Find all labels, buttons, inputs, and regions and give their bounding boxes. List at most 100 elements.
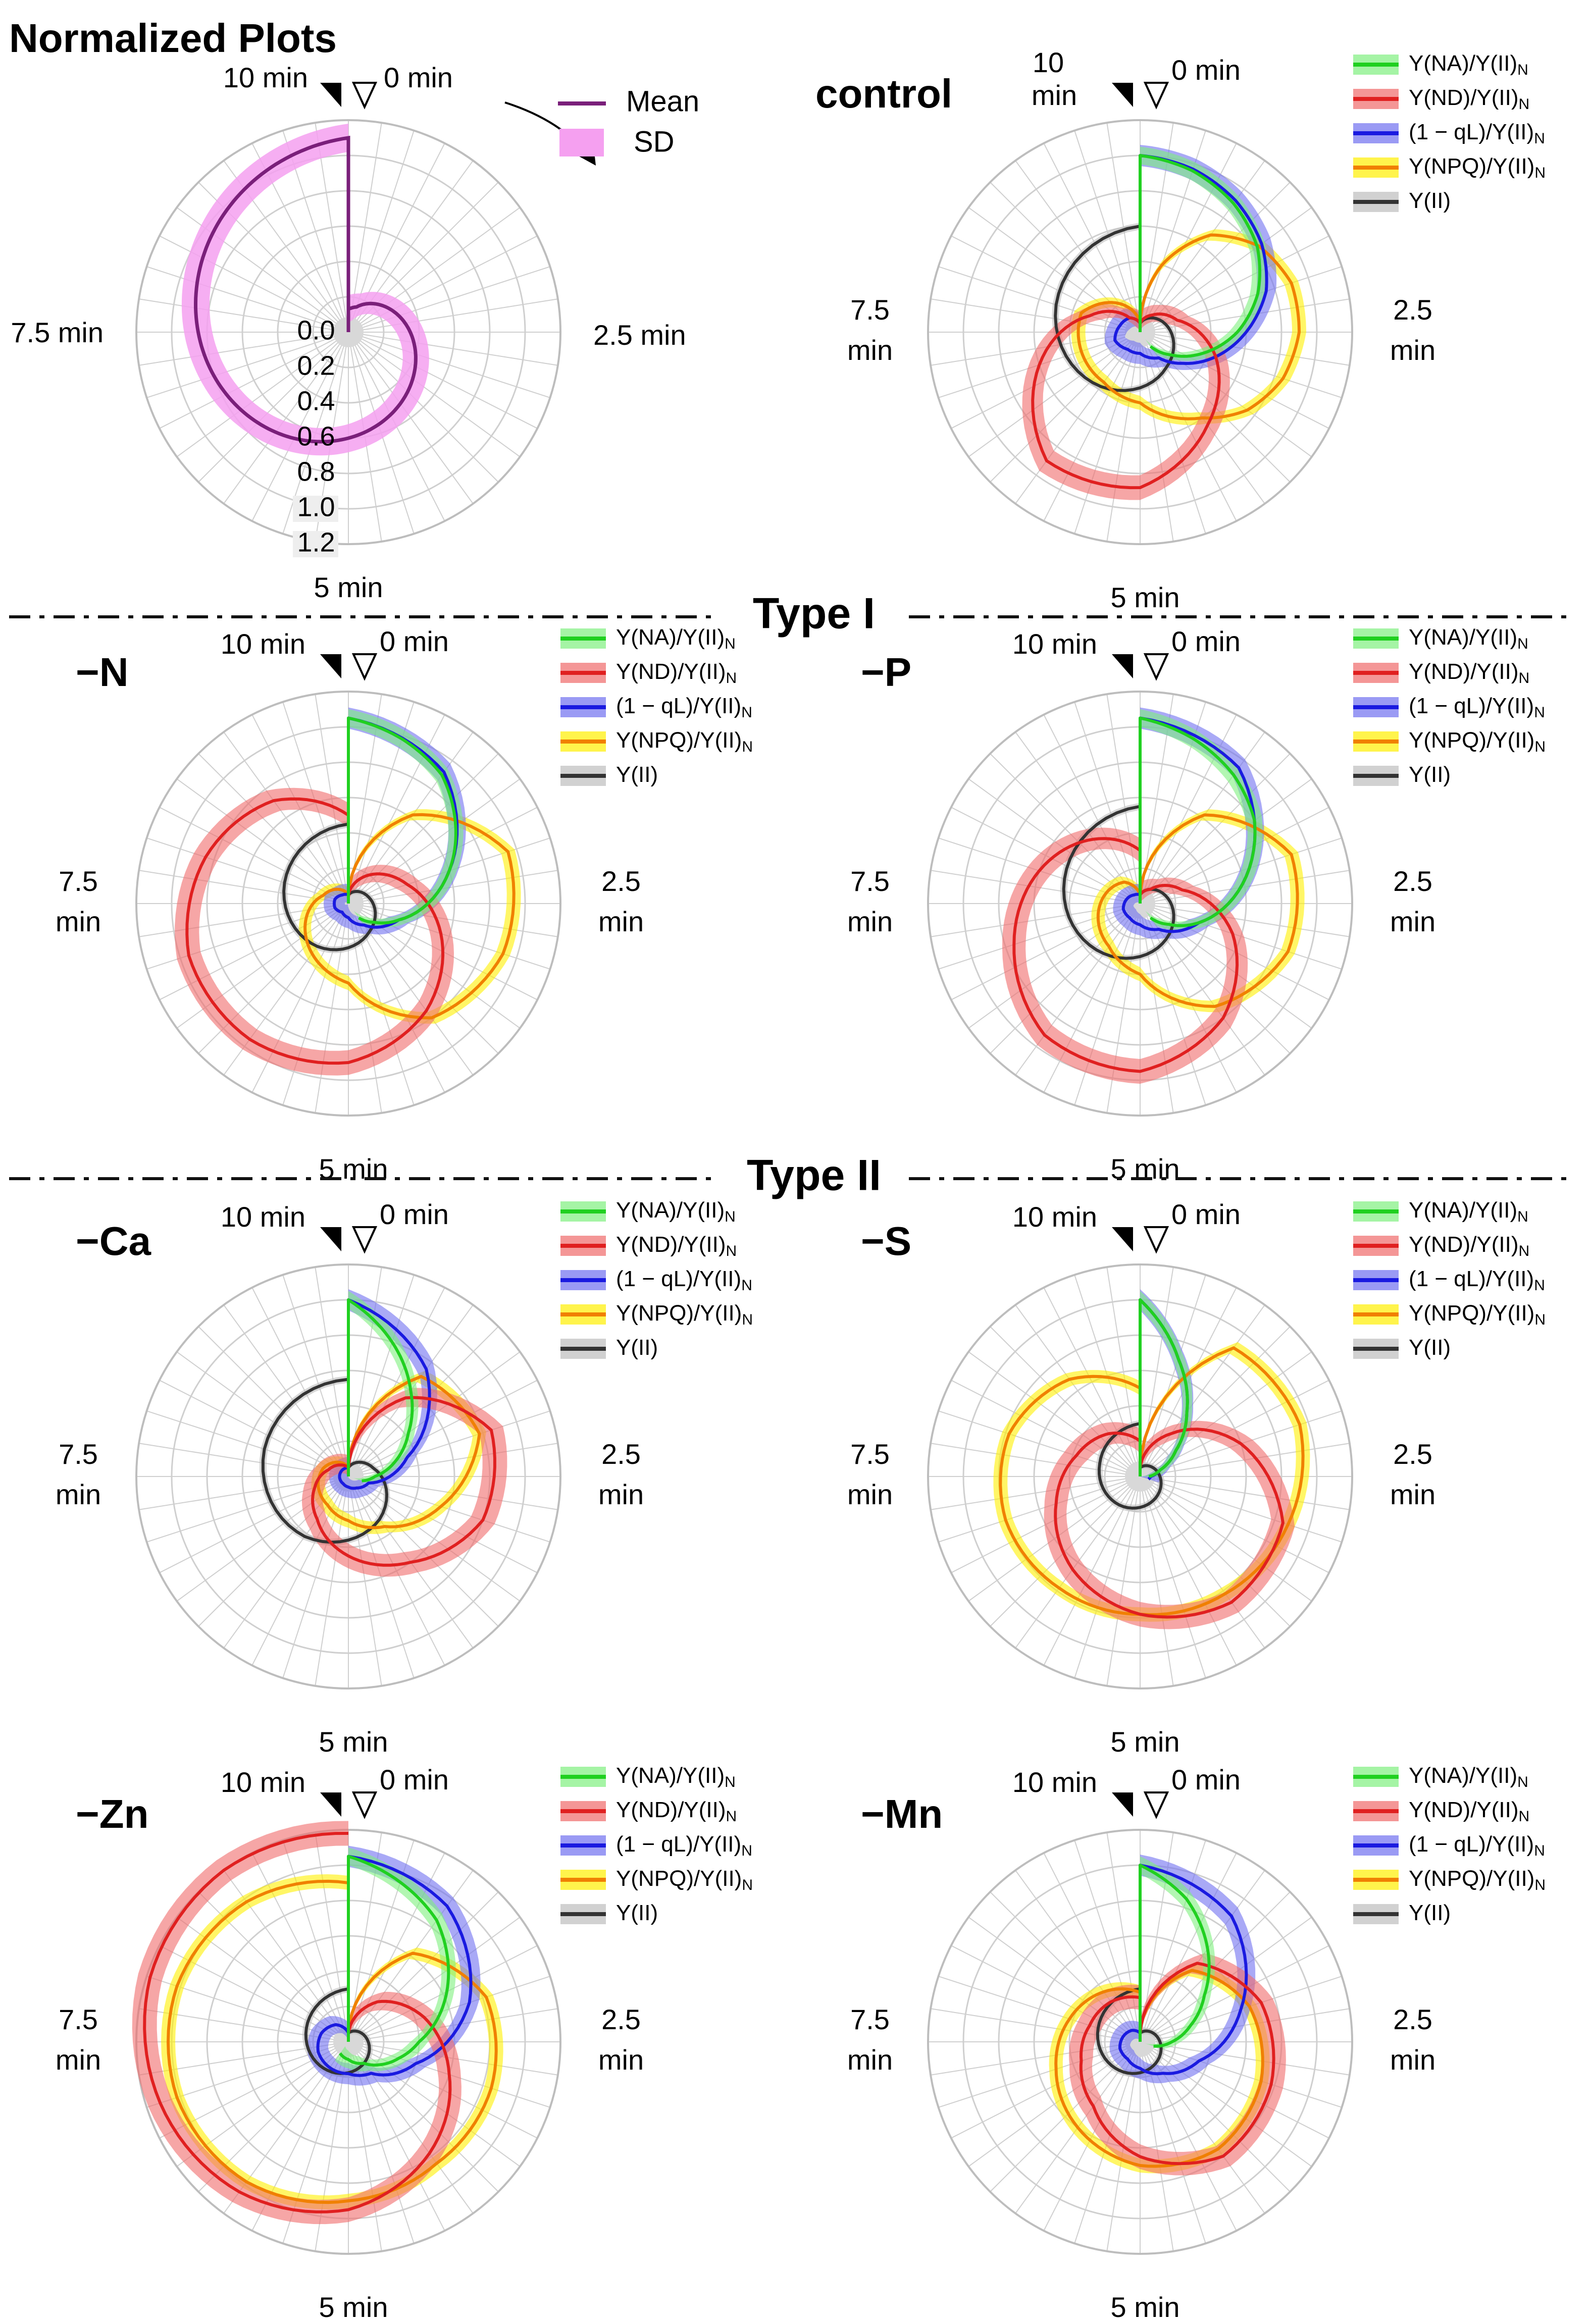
time-label-7.5: 7.5 <box>59 865 98 897</box>
time-label-0min: 0 min <box>1171 1764 1241 1795</box>
time-label-10min: 10 min <box>223 62 308 93</box>
time-label-10min: 10 min <box>1012 628 1097 660</box>
grid-spoke <box>1140 2041 1342 2108</box>
grid-spoke <box>251 1287 349 1477</box>
grid-spoke <box>1140 1476 1291 1627</box>
outer-ring <box>927 119 1353 545</box>
separator-label: Type I <box>753 590 875 638</box>
time-label-min: min <box>1032 79 1077 111</box>
time-label-0min: 0 min <box>380 625 449 657</box>
legend-label-sd: SD <box>634 125 675 158</box>
legend: Y(NA)/Y(II)N Y(ND)/Y(II)N (1 − qL)/Y(II)N Y… <box>560 625 753 787</box>
legend-label-npq: Y(NPQ)/Y(II)N <box>1409 1301 1546 1328</box>
start-open-triangle-icon <box>351 1791 378 1819</box>
series-line-npq <box>303 813 516 1020</box>
grid-spoke <box>348 332 474 504</box>
start-filled-triangle-icon <box>1112 83 1133 107</box>
grid-spoke <box>159 332 349 429</box>
time-label-7.5: 7.5 <box>850 294 890 326</box>
grid-spoke <box>951 903 1141 1000</box>
start-filled-triangle-icon <box>1112 1227 1133 1251</box>
grid-spoke <box>1074 702 1141 904</box>
series-line-nd <box>143 1832 452 2213</box>
polar-plot-6: −Zn 10 min 0 min 2.5 min 7.5 min 5 min Y(NA)/Y(I… <box>56 1763 753 2323</box>
time-label-0min: 0 min <box>1171 625 1241 657</box>
time-label-min: min <box>847 334 893 366</box>
time-label-min: min <box>1390 334 1435 366</box>
start-open-triangle-icon <box>1143 653 1169 681</box>
series-line-yii <box>1054 225 1175 392</box>
grid-spoke <box>1140 160 1265 333</box>
grid-spoke <box>251 1853 349 2042</box>
sd-band-nd <box>175 787 454 1076</box>
mean-sd-band <box>181 124 429 456</box>
time-label-min: min <box>1390 2044 1435 2076</box>
grid-spoke <box>198 332 349 483</box>
legend-label-na: Y(NA)/Y(II)N <box>1409 51 1528 78</box>
grid-spoke <box>348 1891 499 2042</box>
legend-label-nd: Y(ND)/Y(II)N <box>1409 1232 1529 1259</box>
grid-spoke <box>1140 903 1174 1113</box>
grid-spoke <box>282 903 349 1105</box>
tick-bg <box>293 496 338 522</box>
grid-spoke <box>348 298 558 333</box>
grid-spoke <box>348 1410 550 1477</box>
grid-spoke <box>198 1326 349 1477</box>
grid-spoke <box>1106 694 1141 904</box>
grid-spoke <box>146 266 349 333</box>
grid-spoke <box>968 332 1141 457</box>
time-label-min: min <box>56 1478 101 1510</box>
grid-spoke <box>223 332 349 504</box>
grid-spoke <box>348 1476 550 1543</box>
panel-label: −Mn <box>861 1791 943 1836</box>
grid-spoke <box>348 1476 415 1678</box>
polar-plot-4: −Ca 10 min 0 min 2.5 min 7.5 min 5 min Y(NA)/Y(I… <box>56 1198 753 1758</box>
start-open-triangle-icon <box>1143 1226 1169 1254</box>
grid-spoke <box>938 266 1141 333</box>
grid-spoke <box>282 1840 349 2042</box>
sd-band-yii <box>259 1376 390 1546</box>
legend-label-nd: Y(ND)/Y(II)N <box>616 1798 737 1825</box>
grid-spoke <box>1140 1476 1174 1686</box>
grid-spoke <box>1015 731 1141 904</box>
grid-spoke <box>968 1351 1141 1477</box>
legend-label-nd: Y(ND)/Y(II)N <box>1409 1798 1529 1825</box>
radial-tick-label: 1.0 <box>297 492 335 522</box>
legend-label-ql: (1 − qL)/Y(II)N <box>1409 1832 1545 1859</box>
mean-line <box>194 135 418 444</box>
grid-spoke <box>1140 1304 1265 1477</box>
grid-spoke <box>968 1917 1141 2042</box>
time-label-7.5: 7.5 <box>850 2003 890 2035</box>
grid-spoke <box>348 266 550 333</box>
grid-spoke <box>1140 332 1174 542</box>
time-label-10: 10 <box>1033 46 1064 78</box>
time-label-min: min <box>56 906 101 937</box>
time-label-7.5min: 7.5 min <box>11 316 104 348</box>
series-line-na <box>347 716 457 925</box>
sd-band-na <box>1140 1291 1193 1476</box>
radial-tick-label: 0.4 <box>297 386 335 416</box>
legend: Y(NA)/Y(II)N Y(ND)/Y(II)N (1 − qL)/Y(II)N Y… <box>560 1198 753 1360</box>
time-label-2.5: 2.5 <box>601 1438 641 1470</box>
time-label-7.5: 7.5 <box>59 2003 98 2035</box>
radial-tick-label: 0.0 <box>297 315 335 345</box>
legend-label-npq: Y(NPQ)/Y(II)N <box>1409 1866 1546 1893</box>
key-legend: Mean SD <box>558 85 699 158</box>
series-line-yii <box>261 1378 388 1544</box>
grid-spoke <box>159 807 349 904</box>
grid-spoke <box>990 332 1141 483</box>
grid-spoke <box>139 332 349 366</box>
time-label-10min: 10 min <box>221 628 305 660</box>
grid-spoke <box>1043 903 1141 1093</box>
sd-band-ql <box>1109 1855 1256 2083</box>
start-filled-triangle-icon <box>320 1227 341 1251</box>
series-line-npq <box>317 1375 481 1529</box>
time-label-5min: 5 min <box>1111 582 1180 613</box>
grid-spoke <box>1140 1476 1342 1543</box>
legend-label-na: Y(NA)/Y(II)N <box>616 1198 736 1225</box>
time-label-7.5: 7.5 <box>59 1438 98 1470</box>
series-line-nd <box>1012 837 1239 1073</box>
panel-label: −Ca <box>76 1219 151 1263</box>
legend-label-nd: Y(ND)/Y(II)N <box>616 1232 737 1259</box>
